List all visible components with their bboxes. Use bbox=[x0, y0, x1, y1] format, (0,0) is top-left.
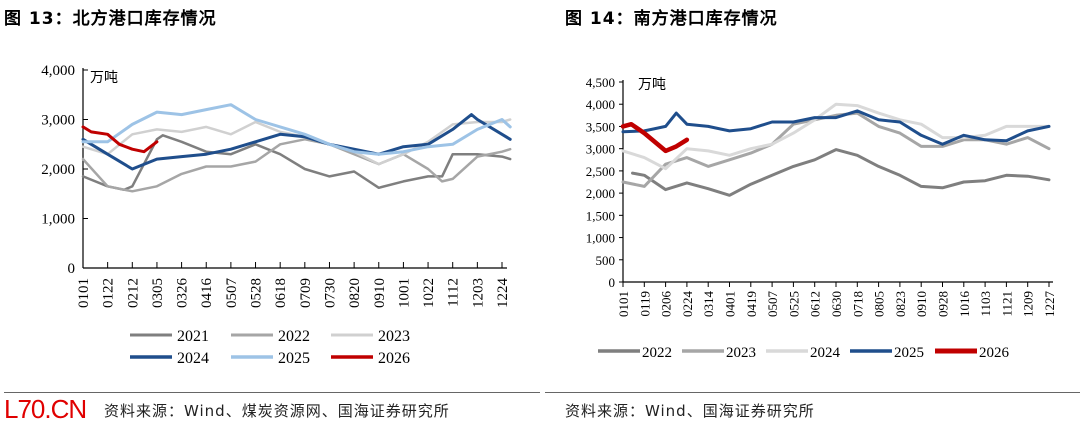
chart2-x-tick-label: 1103 bbox=[978, 291, 993, 317]
chart2-y-tick-label: 4,500 bbox=[586, 75, 615, 90]
chart1-x-tick-label: 0528 bbox=[249, 278, 265, 308]
chart2-x-tick-label: 1121 bbox=[999, 291, 1014, 317]
chart1-y-tick-label: 0 bbox=[68, 261, 76, 277]
chart2-y-tick-label: 1,500 bbox=[586, 208, 615, 223]
chart1-legend-label-2025: 2025 bbox=[278, 350, 310, 367]
left-chart-title: 图 13：北方港口库存情况 bbox=[4, 9, 217, 29]
chart2-legend-label-2024: 2024 bbox=[810, 345, 841, 361]
chart2-y-tick-label: 0 bbox=[609, 275, 616, 290]
chart1-x-tick-label: 0326 bbox=[175, 278, 191, 309]
chart2-x-tick-label: 0718 bbox=[850, 291, 865, 317]
chart2-series-2024 bbox=[621, 102, 1051, 171]
chart2-x-tick-label: 1016 bbox=[957, 291, 972, 318]
chart1-x-tick-label: 1001 bbox=[396, 278, 412, 308]
chart2-y-tick-label: 3,500 bbox=[586, 119, 615, 134]
chart2-legend-label-2023: 2023 bbox=[726, 345, 756, 361]
chart1-x-tick-label: 0910 bbox=[372, 278, 388, 308]
chart2-x-tick-label: 0910 bbox=[914, 291, 929, 317]
chart1-y-tick-label: 3,000 bbox=[41, 113, 75, 129]
chart2-x-tick-label: 0119 bbox=[637, 291, 652, 317]
chart1-x-tick-label: 0618 bbox=[273, 278, 289, 308]
chart1-series-2026 bbox=[81, 125, 159, 154]
chart1-x-tick-label: 1112 bbox=[446, 278, 462, 307]
right-chart-title: 图 14：南方港口库存情况 bbox=[565, 9, 778, 29]
chart2-x-tick-label: 0224 bbox=[680, 291, 695, 318]
chart2-unit-label: 万吨 bbox=[638, 77, 666, 93]
chart1-x-tick-label: 0709 bbox=[298, 278, 314, 308]
chart2-x-tick-label: 0525 bbox=[786, 291, 801, 317]
chart2-y-tick-label: 2,000 bbox=[586, 186, 615, 201]
chart2-y-tick-label: 4,000 bbox=[586, 97, 615, 112]
chart2-legend-label-2026: 2026 bbox=[979, 345, 1010, 361]
chart2-x-tick-label: 0419 bbox=[744, 291, 759, 317]
chart1-series-2025 bbox=[81, 103, 512, 156]
chart2-x-tick-label: 0314 bbox=[701, 291, 716, 318]
chart1-x-tick-label: 0101 bbox=[76, 278, 92, 308]
right-source-divider bbox=[545, 392, 1080, 393]
chart1-x-tick-label: 1224 bbox=[495, 278, 511, 309]
chart1-x-tick-label: 0507 bbox=[224, 278, 240, 309]
chart1-x-tick-label: 0122 bbox=[101, 278, 117, 308]
chart1-x-tick-label: 0212 bbox=[125, 278, 141, 308]
chart1-x-tick-label: 0820 bbox=[347, 278, 363, 308]
chart1-y-tick-label: 1,000 bbox=[41, 212, 75, 228]
chart1-y-tick-label: 2,000 bbox=[41, 162, 75, 178]
left-source-divider bbox=[4, 392, 540, 393]
chart2-legend-label-2022: 2022 bbox=[642, 345, 672, 361]
chart2-y-tick-label: 3,000 bbox=[586, 142, 615, 157]
chart1-x-tick-label: 0416 bbox=[199, 278, 215, 309]
chart2-series-2022 bbox=[631, 148, 1051, 197]
chart2-x-tick-label: 1209 bbox=[1021, 291, 1036, 317]
chart2-series-2025 bbox=[621, 109, 1051, 146]
chart2-legend-label-2025: 2025 bbox=[894, 345, 924, 361]
chart1-x-tick-label: 0305 bbox=[150, 278, 166, 308]
watermark-logo: L70.CN bbox=[4, 394, 87, 424]
chart2-series-2026 bbox=[620, 121, 690, 154]
chart2-y-tick-label: 500 bbox=[596, 253, 616, 268]
chart2-x-tick-label: 0630 bbox=[829, 291, 844, 317]
chart1-legend-label-2021: 2021 bbox=[177, 328, 209, 345]
chart1-x-tick-label: 1022 bbox=[421, 278, 437, 308]
chart1-legend-label-2022: 2022 bbox=[278, 328, 310, 345]
chart1-y-tick-label: 4,000 bbox=[41, 63, 75, 79]
chart1-legend-label-2024: 2024 bbox=[177, 350, 209, 367]
right-source: 资料来源：Wind、国海证券研究所 bbox=[565, 402, 815, 420]
chart2-x-tick-label: 0101 bbox=[616, 291, 631, 317]
left-source: 资料来源：Wind、煤炭资源网、国海证券研究所 bbox=[104, 402, 450, 420]
chart2-x-tick-label: 0507 bbox=[765, 291, 780, 318]
chart2-x-tick-label: 0823 bbox=[893, 291, 908, 317]
chart1-x-tick-label: 0730 bbox=[322, 278, 338, 308]
chart2-x-tick-label: 0401 bbox=[723, 291, 738, 317]
chart2-y-tick-label: 2,500 bbox=[586, 164, 615, 179]
chart2-x-tick-label: 0805 bbox=[872, 291, 887, 317]
chart1-legend-label-2023: 2023 bbox=[378, 328, 410, 345]
chart2-x-tick-label: 1227 bbox=[1042, 291, 1057, 318]
chart2-x-tick-label: 0206 bbox=[659, 291, 674, 318]
chart1-legend-label-2026: 2026 bbox=[378, 350, 410, 367]
chart2-x-tick-label: 0612 bbox=[808, 291, 823, 317]
chart1-unit-label: 万吨 bbox=[90, 70, 118, 86]
chart1-x-tick-label: 1203 bbox=[470, 278, 486, 308]
chart2-x-tick-label: 0928 bbox=[936, 291, 951, 317]
chart2-y-tick-label: 1,000 bbox=[586, 231, 615, 246]
